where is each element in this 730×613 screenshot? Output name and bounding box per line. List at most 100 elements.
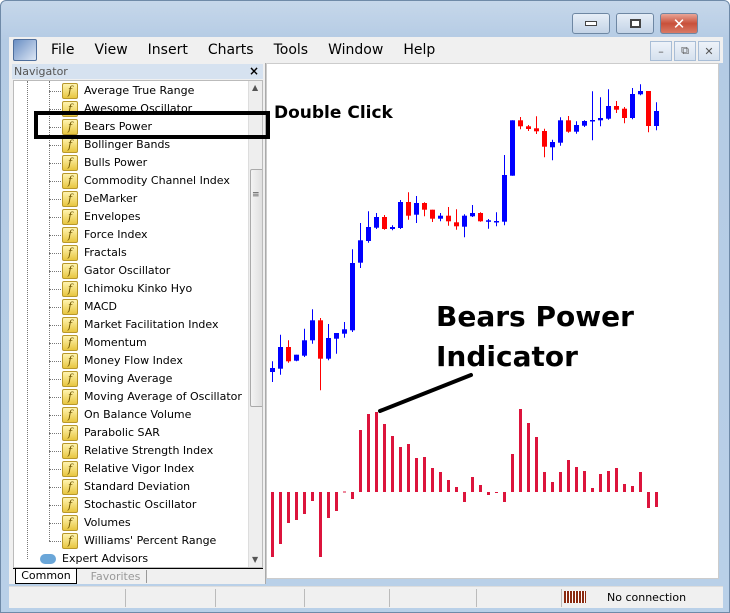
indicator-label: Bulls Power — [84, 156, 148, 169]
menu-tools[interactable]: Tools — [273, 42, 309, 58]
indicator-item[interactable]: f Commodity Channel Index — [14, 172, 244, 190]
tree-folder-expert-advisors[interactable]: Expert Advisors — [14, 550, 244, 567]
candle-body — [654, 111, 659, 126]
tab-favorites[interactable]: Favorites — [85, 570, 147, 583]
bears-power-bar — [639, 472, 642, 492]
indicator-item[interactable]: f Moving Average of Oscillator — [14, 388, 244, 406]
indicator-item[interactable]: f Ichimoku Kinko Hyo — [14, 280, 244, 298]
tree-line — [49, 127, 61, 128]
indicator-item[interactable]: f Relative Strength Index — [14, 442, 244, 460]
function-icon: f — [62, 191, 78, 207]
mdi-minimize-button[interactable]: – — [650, 41, 672, 61]
candle-body — [294, 354, 299, 361]
function-icon: f — [62, 173, 78, 189]
folder-label: Expert Advisors — [62, 552, 149, 565]
indicator-item[interactable]: f Stochastic Oscillator — [14, 496, 244, 514]
bears-power-bar — [623, 484, 626, 492]
indicator-item[interactable]: f Force Index — [14, 226, 244, 244]
indicator-item[interactable]: f DeMarker — [14, 190, 244, 208]
status-divider — [125, 589, 126, 607]
tree-line — [27, 81, 28, 559]
function-icon: f — [62, 209, 78, 225]
folder-icon — [40, 554, 56, 564]
menu-view[interactable]: View — [94, 42, 128, 58]
candle-body — [558, 120, 563, 143]
bears-power-bar — [535, 437, 538, 492]
bears-power-bar — [575, 467, 578, 492]
indicator-item[interactable]: f On Balance Volume — [14, 406, 244, 424]
bears-power-bar — [471, 477, 474, 492]
mdi-restore-button[interactable]: ⧉ — [674, 41, 696, 61]
indicator-label: Momentum — [84, 336, 147, 349]
indicator-item[interactable]: f Relative Vigor Index — [14, 460, 244, 478]
indicator-item[interactable]: f Market Facilitation Index — [14, 316, 244, 334]
bears-power-bar — [647, 492, 650, 508]
function-icon: f — [62, 299, 78, 315]
app-logo-icon — [13, 39, 37, 61]
tree-line — [49, 145, 61, 146]
mdi-close-button[interactable]: ✕ — [698, 41, 720, 61]
function-icon: f — [62, 335, 78, 351]
candle-body — [390, 227, 395, 229]
candle-body — [614, 106, 619, 110]
bears-power-bar — [655, 492, 658, 507]
menu-charts[interactable]: Charts — [207, 42, 254, 58]
bears-power-bar — [487, 492, 490, 495]
menu-insert[interactable]: Insert — [147, 42, 188, 58]
bears-power-bar — [343, 491, 346, 493]
bears-power-bar — [631, 486, 634, 492]
indicator-item[interactable]: f Gator Oscillator — [14, 262, 244, 280]
scroll-up-icon[interactable]: ▲ — [252, 83, 259, 92]
bears-power-bar — [463, 492, 466, 502]
indicator-item[interactable]: f Money Flow Index — [14, 352, 244, 370]
function-icon: f — [62, 371, 78, 387]
candle-body — [414, 203, 419, 215]
indicator-item[interactable]: f Fractals — [14, 244, 244, 262]
bears-power-bar — [303, 492, 306, 514]
annotation-indicator-line2: Indicator — [436, 340, 578, 373]
function-icon: f — [62, 155, 78, 171]
indicator-item[interactable]: f Williams' Percent Range — [14, 532, 244, 550]
indicator-item[interactable]: f Volumes — [14, 514, 244, 532]
tree-line — [49, 109, 61, 110]
function-icon: f — [62, 533, 78, 549]
window-minimize-button[interactable] — [572, 13, 610, 34]
bears-power-bar — [519, 409, 522, 492]
chart-window[interactable]: Double Click Bears Power Indicator — [266, 63, 719, 579]
window-close-button[interactable]: ✕ — [660, 13, 698, 34]
navigator-header: Navigator × — [12, 64, 263, 79]
bears-power-bar — [423, 457, 426, 492]
indicator-item[interactable]: f Envelopes — [14, 208, 244, 226]
indicator-item[interactable]: f Parabolic SAR — [14, 424, 244, 442]
bears-power-bar — [559, 472, 562, 492]
navigator-scrollbar[interactable]: ▲ ≡ ▼ — [248, 81, 262, 567]
selection-highlight-box — [34, 111, 270, 139]
function-icon: f — [62, 119, 78, 135]
window-maximize-button[interactable] — [616, 13, 654, 34]
candle-body — [286, 347, 291, 362]
function-icon: f — [62, 137, 78, 153]
indicator-label: Bears Power — [84, 120, 153, 133]
candle-body — [622, 108, 627, 118]
candle-body — [270, 368, 275, 372]
bears-power-bar — [511, 454, 514, 492]
bears-power-bar — [479, 485, 482, 492]
indicator-item[interactable]: f Momentum — [14, 334, 244, 352]
indicator-label: Ichimoku Kinko Hyo — [84, 282, 193, 295]
bears-power-bar — [271, 492, 274, 557]
navigator-close-button[interactable]: × — [248, 64, 259, 78]
indicator-item[interactable]: f Bulls Power — [14, 154, 244, 172]
indicator-item[interactable]: f Moving Average — [14, 370, 244, 388]
menu-window[interactable]: Window — [328, 42, 384, 58]
indicator-item[interactable]: f MACD — [14, 298, 244, 316]
menu-file[interactable]: File — [51, 42, 75, 58]
indicator-item[interactable]: f Average True Range — [14, 82, 244, 100]
bears-power-bar — [351, 492, 354, 499]
scroll-down-icon[interactable]: ▼ — [252, 555, 259, 564]
tab-common[interactable]: Common — [15, 569, 77, 584]
tree-line — [49, 307, 61, 308]
scrollbar-thumb[interactable] — [250, 169, 262, 407]
indicator-item[interactable]: f Bears Power — [14, 118, 244, 136]
indicator-item[interactable]: f Standard Deviation — [14, 478, 244, 496]
menu-help[interactable]: Help — [403, 42, 436, 58]
